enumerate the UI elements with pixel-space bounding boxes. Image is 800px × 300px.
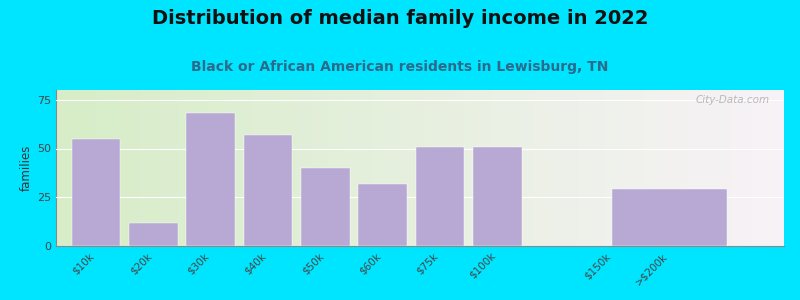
Text: Distribution of median family income in 2022: Distribution of median family income in … — [152, 9, 648, 28]
Bar — [416, 147, 465, 246]
Bar — [301, 168, 350, 246]
Text: Black or African American residents in Lewisburg, TN: Black or African American residents in L… — [191, 60, 609, 74]
Bar — [72, 139, 121, 246]
Bar — [244, 135, 293, 246]
Y-axis label: families: families — [20, 145, 33, 191]
Bar — [473, 147, 522, 246]
Bar — [186, 113, 235, 246]
Text: City-Data.com: City-Data.com — [695, 95, 770, 105]
Bar — [612, 190, 726, 246]
Bar — [129, 223, 178, 246]
Bar — [358, 184, 407, 246]
